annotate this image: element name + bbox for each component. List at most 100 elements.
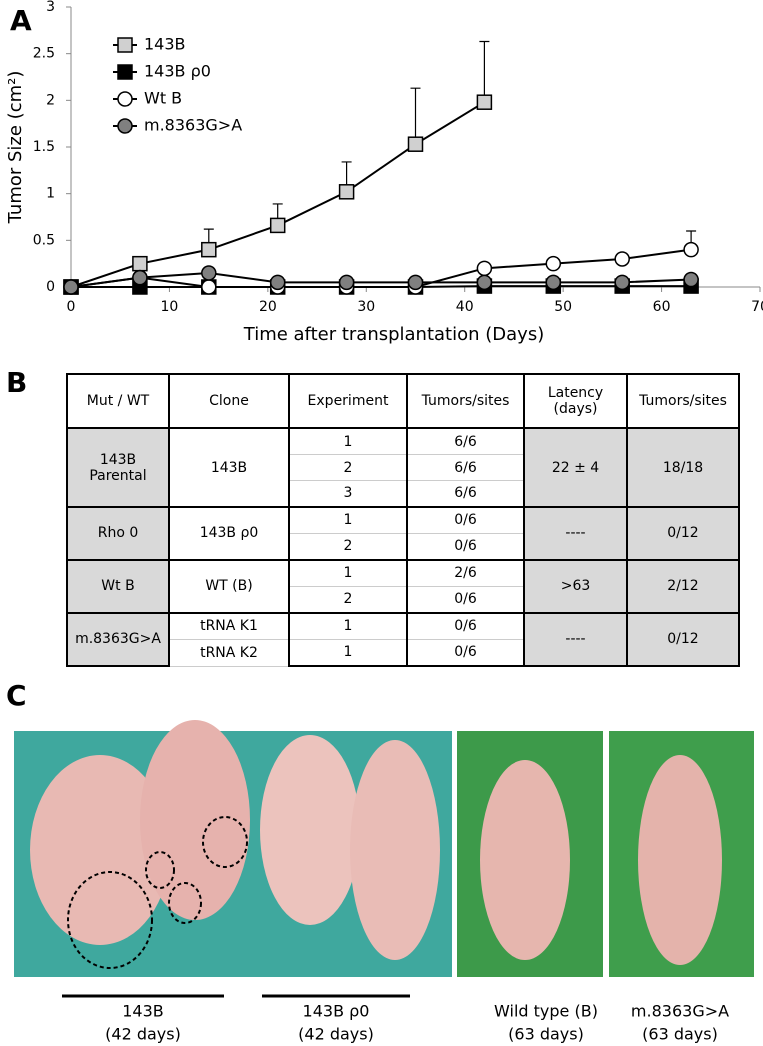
x-axis-label: Time after transplantation (Days) xyxy=(243,324,544,345)
mouse xyxy=(638,755,722,965)
photo-panel xyxy=(14,720,754,998)
marker xyxy=(407,274,424,291)
total-cell: 0/12 xyxy=(626,505,740,561)
tumor-outline xyxy=(168,882,202,924)
marker xyxy=(683,241,699,258)
y-tick-label: 2.5 xyxy=(33,46,55,62)
legend-marker xyxy=(117,118,133,134)
legend-marker xyxy=(117,64,133,80)
latency-cell: >63 xyxy=(523,558,628,614)
legend-label: m.8363G>A xyxy=(144,116,242,135)
x-tick-label: 20 xyxy=(259,299,277,315)
caption-days: (63 days) xyxy=(508,1025,584,1044)
marker xyxy=(269,274,286,291)
tumors-cell: 6/6 xyxy=(406,454,525,481)
header-cell: Latency (days) xyxy=(523,372,628,430)
header-cell: Experiment xyxy=(288,372,408,430)
marker xyxy=(201,265,217,281)
panel-label: B xyxy=(6,366,27,399)
tumors-cell: 2/6 xyxy=(406,558,525,587)
marker xyxy=(614,274,630,291)
marker xyxy=(476,274,493,291)
header-cell: Tumors/sites xyxy=(406,372,525,430)
legend-label: 143B xyxy=(144,35,186,54)
panel-label: C xyxy=(6,679,27,712)
header-cell: Clone xyxy=(168,372,290,430)
caption-label: Wild type (B) xyxy=(494,1002,598,1021)
clone-cell: WT (B) xyxy=(168,558,290,614)
table-row: Rho 0 143B ρ0 1 0/6 ---- 0/12 xyxy=(66,505,740,561)
x-tick-label: 10 xyxy=(161,299,179,315)
caption-days: (42 days) xyxy=(105,1025,181,1044)
latency-cell: 22 ± 4 xyxy=(523,427,628,508)
experiment-cell: 2 xyxy=(288,532,408,561)
mut-cell: Rho 0 xyxy=(66,505,170,561)
table-row: tRNA K2 1 0/6 xyxy=(67,638,739,667)
marker xyxy=(338,184,355,200)
marker xyxy=(614,251,630,267)
marker xyxy=(132,269,148,286)
header-cell: Tumors/sites xyxy=(626,372,740,430)
y-tick-label: 3 xyxy=(46,0,55,15)
tumors-cell: 0/6 xyxy=(406,532,525,561)
table-row: 2 0/6 xyxy=(67,532,739,561)
tumors-cell: 0/6 xyxy=(406,505,525,534)
latency-cell: ---- xyxy=(523,505,628,561)
experiment-cell: 3 xyxy=(288,479,408,508)
x-tick-label: 40 xyxy=(456,299,474,315)
y-axis-label: Tumor Size (cm²) xyxy=(5,71,26,225)
marker xyxy=(545,274,562,291)
latency-cell: ---- xyxy=(523,611,628,668)
mut-cell: m.8363G>A xyxy=(66,611,170,668)
mut-cell: 143B Parental xyxy=(66,427,170,508)
table-row: 2 0/6 xyxy=(67,585,739,614)
marker xyxy=(545,255,562,272)
tumors-cell: 0/6 xyxy=(406,585,525,614)
error-bar xyxy=(479,40,490,103)
table-row: 2 6/6 xyxy=(67,454,739,481)
marker xyxy=(338,274,355,291)
experiment-cell: 2 xyxy=(288,585,408,614)
experiment-cell: 1 xyxy=(288,638,408,667)
error-bar xyxy=(410,87,421,145)
caption-label: m.8363G>A xyxy=(631,1002,729,1021)
series-line xyxy=(70,271,692,288)
caption-days: (63 days) xyxy=(642,1025,718,1044)
table-row: 143B Parental 143B 1 6/6 22 ± 4 18/18 xyxy=(66,427,740,508)
mut-cell: Wt B xyxy=(66,558,170,614)
legend-marker xyxy=(117,37,133,53)
experiment-cell: 1 xyxy=(288,505,408,534)
marker xyxy=(683,271,699,288)
x-tick-label: 70 xyxy=(751,299,763,315)
x-tick-label: 30 xyxy=(357,299,375,315)
clone-cell: 143B ρ0 xyxy=(168,505,290,561)
clone-cell: tRNA K1 xyxy=(168,611,290,640)
experiment-cell: 1 xyxy=(288,611,408,640)
marker xyxy=(476,94,493,110)
marker xyxy=(201,279,217,295)
tumor-outline xyxy=(202,816,248,868)
y-tick-label: 1.5 xyxy=(33,139,55,155)
legend-label: 143B ρ0 xyxy=(144,62,211,81)
tumors-cell: 6/6 xyxy=(406,427,525,456)
mouse xyxy=(350,740,440,960)
panel-label: A xyxy=(10,4,32,37)
y-tick-label: 0.5 xyxy=(33,232,55,248)
table-row: m.8363G>A tRNA K1 1 0/6 ---- 0/12 xyxy=(66,611,740,668)
experiment-cell: 1 xyxy=(288,558,408,587)
clone-cell: tRNA K2 xyxy=(168,638,290,667)
caption-days: (42 days) xyxy=(298,1025,374,1044)
tumors-cell: 0/6 xyxy=(406,611,525,640)
marker xyxy=(201,241,217,258)
mouse xyxy=(30,755,170,945)
y-tick-label: 0 xyxy=(46,279,55,295)
tumor-outline xyxy=(145,851,175,889)
mouse xyxy=(480,760,570,960)
legend-marker xyxy=(117,91,133,107)
table-row: Wt B WT (B) 1 2/6 >63 2/12 xyxy=(66,558,740,614)
table-row: 3 6/6 xyxy=(67,479,739,508)
marker xyxy=(407,136,424,152)
marker xyxy=(476,260,493,277)
